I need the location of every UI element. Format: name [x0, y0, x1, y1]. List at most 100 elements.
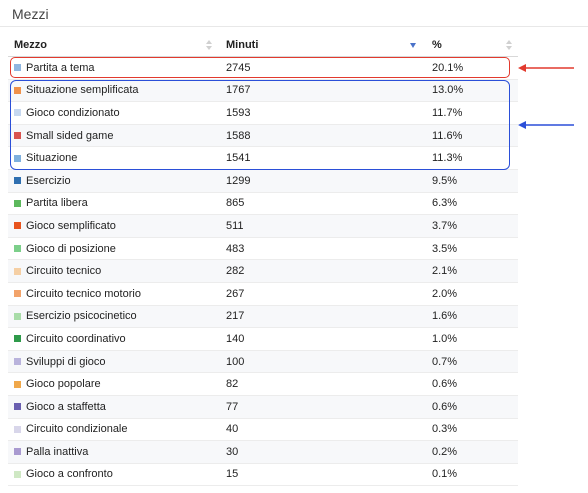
cell-mezzo: Sviluppi di gioco	[8, 356, 218, 368]
table-row[interactable]: Circuito tecnico motorio 267 2.0%	[8, 283, 518, 306]
red-arrow-icon	[518, 64, 574, 72]
cell-percent: 2.0%	[432, 287, 458, 300]
color-swatch	[14, 358, 21, 366]
cell-percent: 3.5%	[432, 242, 458, 255]
mezzo-name: Circuito tecnico	[26, 265, 102, 278]
cell-percent: 3.7%	[432, 219, 458, 232]
cell-mezzo: Partita a tema	[8, 62, 218, 74]
cell-mezzo: Small sided game	[8, 130, 218, 142]
table-row[interactable]: Partita a tema 2745 20.1%	[8, 57, 518, 80]
cell-percent: 11.3%	[432, 152, 463, 165]
color-swatch	[14, 470, 21, 478]
cell-minuti: 140	[226, 332, 245, 345]
cell-percent: 0.6%	[432, 400, 458, 413]
table-row[interactable]: Circuito coordinativo 140 1.0%	[8, 328, 518, 351]
color-swatch	[14, 448, 21, 456]
mezzo-name: Circuito coordinativo	[26, 332, 126, 345]
color-swatch	[14, 380, 21, 388]
cell-percent: 1.0%	[432, 332, 458, 345]
cell-percent: 0.6%	[432, 378, 458, 391]
mezzo-name: Circuito tecnico motorio	[26, 287, 141, 300]
table-row[interactable]: Gioco condizionato 1593 11.7%	[8, 102, 518, 125]
color-swatch	[14, 425, 21, 433]
cell-minuti: 77	[226, 400, 239, 413]
color-swatch	[14, 109, 21, 117]
table-row[interactable]: Partita libera 865 6.3%	[8, 193, 518, 216]
mezzo-name: Esercizio psicocinetico	[26, 310, 137, 323]
mezzo-name: Partita a tema	[26, 61, 95, 74]
table-row[interactable]: Situazione 1541 11.3%	[8, 147, 518, 170]
cell-mezzo: Gioco a confronto	[8, 468, 218, 480]
cell-mezzo: Circuito condizionale	[8, 423, 218, 435]
mezzo-name: Sviluppi di gioco	[26, 355, 106, 368]
cell-minuti: 1541	[226, 152, 251, 165]
cell-percent: 13.0%	[432, 84, 464, 97]
cell-mezzo: Gioco semplificato	[8, 220, 218, 232]
mezzo-name: Gioco condizionato	[26, 106, 120, 119]
mezzo-name: Gioco di posizione	[26, 242, 116, 255]
color-swatch	[14, 64, 21, 72]
table-row[interactable]: Small sided game 1588 11.6%	[8, 124, 518, 148]
table-body: Partita a tema 2745 20.1% Situazione sempli…	[8, 57, 518, 487]
cell-minuti: 1299	[226, 174, 251, 187]
cell-minuti: 267	[226, 287, 245, 300]
title-divider	[0, 26, 588, 27]
cell-mezzo: Gioco di posizione	[8, 243, 218, 255]
column-header-percent-label: %	[432, 39, 442, 51]
cell-minuti: 30	[226, 445, 239, 458]
sort-icon	[506, 40, 512, 50]
color-swatch	[14, 177, 21, 185]
cell-percent: 6.3%	[432, 197, 458, 210]
table-row[interactable]: Sviluppi di gioco 100 0.7%	[8, 350, 518, 374]
table-row[interactable]: Gioco popolare 82 0.6%	[8, 373, 518, 396]
table-row[interactable]: Gioco a staffetta 77 0.6%	[8, 395, 518, 419]
cell-minuti: 15	[226, 468, 239, 481]
cell-minuti: 282	[226, 265, 245, 278]
table-row[interactable]: Gioco di posizione 483 3.5%	[8, 238, 518, 261]
cell-percent: 0.3%	[432, 423, 458, 436]
cell-mezzo: Gioco a staffetta	[8, 401, 218, 413]
cell-minuti: 82	[226, 378, 239, 391]
table-row[interactable]: Esercizio 1299 9.5%	[8, 169, 518, 193]
color-swatch	[14, 245, 21, 253]
cell-mezzo: Esercizio	[8, 175, 218, 187]
table-row[interactable]: Palla inattiva 30 0.2%	[8, 441, 518, 464]
mezzo-name: Gioco a staffetta	[26, 400, 106, 413]
column-header-minuti[interactable]: Minuti	[218, 34, 422, 56]
color-swatch	[14, 86, 21, 94]
cell-percent: 0.1%	[432, 468, 458, 481]
cell-minuti: 483	[226, 242, 245, 255]
table-row[interactable]: Circuito tecnico 282 2.1%	[8, 260, 518, 283]
color-swatch	[14, 199, 21, 207]
mezzi-table: Mezzo Minuti % Partita a tema 2745 20.1% Si…	[8, 34, 518, 487]
mezzo-name: Circuito condizionale	[26, 423, 128, 436]
cell-percent: 9.5%	[432, 174, 458, 187]
cell-minuti: 1767	[226, 84, 251, 97]
cell-mezzo: Circuito coordinativo	[8, 333, 218, 345]
blue-arrow-icon	[518, 121, 574, 129]
column-header-mezzo[interactable]: Mezzo	[8, 34, 218, 56]
cell-percent: 20.1%	[432, 61, 464, 74]
column-header-minuti-label: Minuti	[226, 39, 259, 51]
mezzo-name: Partita libera	[26, 197, 88, 210]
table-row[interactable]: Situazione semplificata 1767 13.0%	[8, 79, 518, 103]
cell-percent: 2.1%	[432, 265, 458, 278]
table-row[interactable]: Gioco semplificato 511 3.7%	[8, 215, 518, 238]
table-row[interactable]: Gioco a confronto 15 0.1%	[8, 464, 518, 487]
cell-minuti: 2745	[226, 61, 251, 74]
mezzo-name: Situazione semplificata	[26, 84, 139, 97]
column-header-mezzo-label: Mezzo	[14, 39, 47, 51]
panel-title: Mezzi	[12, 6, 49, 22]
mezzo-name: Small sided game	[26, 129, 114, 142]
table-row[interactable]: Circuito condizionale 40 0.3%	[8, 419, 518, 442]
color-swatch	[14, 335, 21, 343]
cell-percent: 11.6%	[432, 129, 463, 142]
color-swatch	[14, 154, 21, 162]
cell-mezzo: Esercizio psicocinetico	[8, 310, 218, 322]
cell-percent: 11.7%	[432, 106, 463, 119]
column-header-percent[interactable]: %	[422, 34, 518, 56]
color-swatch	[14, 403, 21, 411]
cell-minuti: 100	[226, 355, 245, 368]
cell-mezzo: Partita libera	[8, 197, 218, 209]
table-row[interactable]: Esercizio psicocinetico 217 1.6%	[8, 305, 518, 329]
